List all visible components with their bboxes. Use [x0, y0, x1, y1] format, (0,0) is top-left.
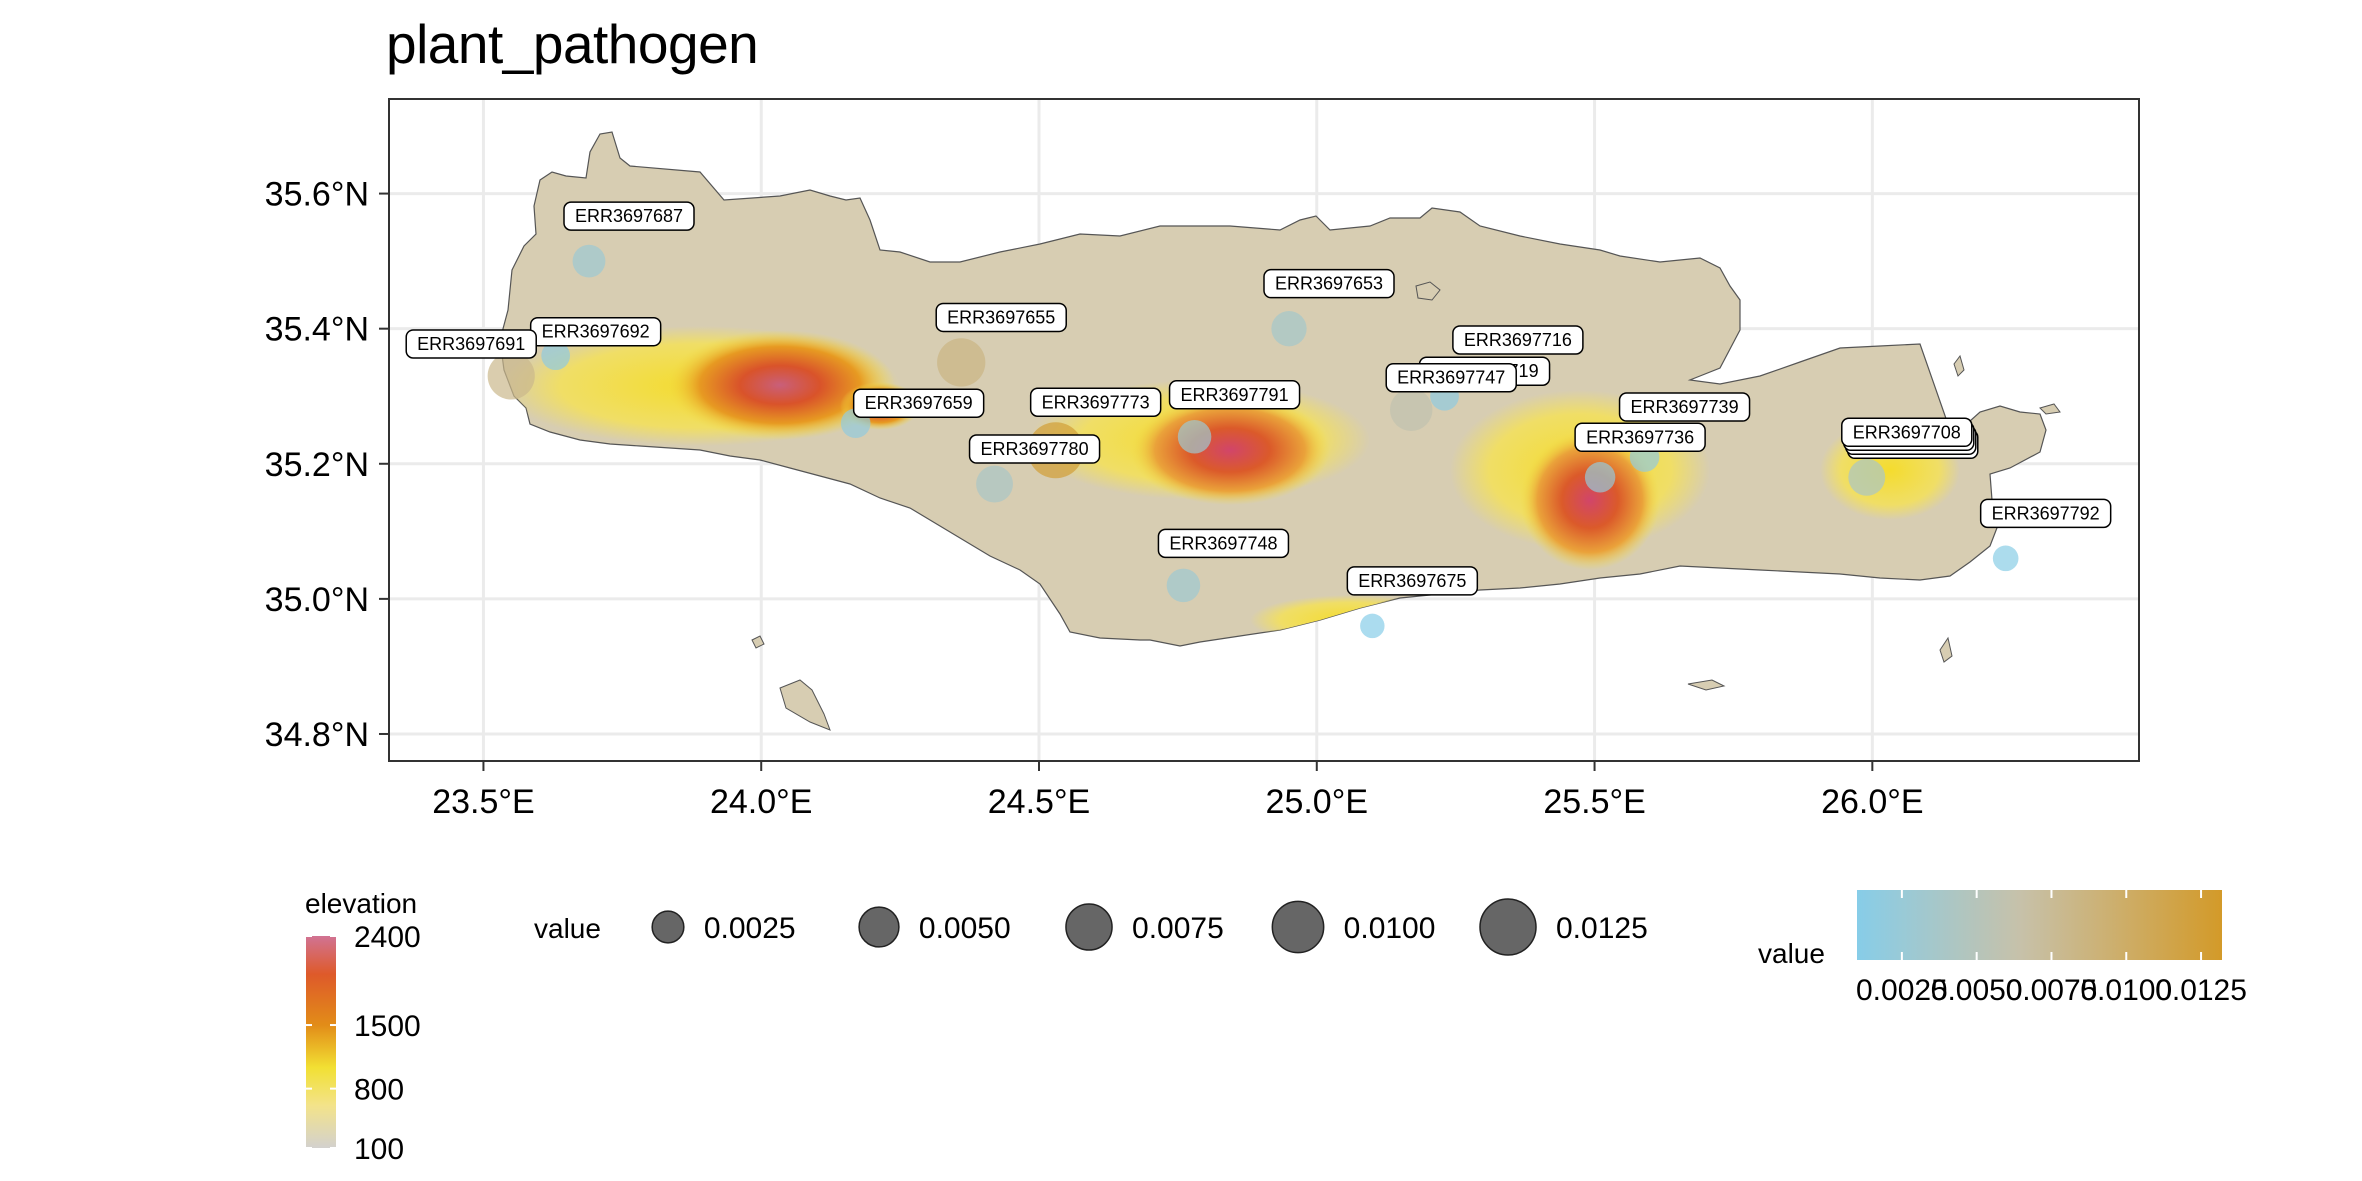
sample-label: ERR3697748: [1157, 528, 1290, 559]
y-axis: 35.6°N 35.4°N 35.2°N 35.0°N 34.8°N: [265, 176, 389, 754]
x-axis: 23.5°E 24.0°E 24.5°E 25.0°E 25.5°E 26.0°E: [432, 761, 1924, 821]
sample-point: [1166, 568, 1201, 603]
sample-point: [937, 338, 986, 387]
panel-border: [388, 98, 2140, 762]
sample-label: ERR3697653: [1263, 268, 1395, 299]
sample-point: [572, 244, 606, 278]
sample-point: [1584, 462, 1616, 493]
svg-text:0.0075: 0.0075: [1132, 912, 1224, 945]
sample-label: ERR3697739: [1618, 392, 1751, 422]
svg-text:ERR3697659: ERR3697659: [865, 393, 973, 413]
sample-label: ERR3697716: [1452, 325, 1584, 355]
svg-text:ERR3697708: ERR3697708: [1853, 422, 1961, 442]
svg-text:ERR3697691: ERR3697691: [417, 334, 525, 354]
elevation-legend-title: elevation: [305, 888, 417, 919]
size-legend-key: 0.0025: [651, 910, 796, 945]
sample-label: ERR3697708: [1841, 417, 1979, 460]
color-legend-title: value: [1758, 938, 1825, 969]
size-legend-key: 0.0125: [1479, 898, 1648, 956]
sample-point: [976, 465, 1014, 503]
sample-label: ERR3697659: [852, 388, 985, 418]
sample-point: [1360, 613, 1385, 639]
y-tick-label: 35.4°N: [265, 311, 369, 349]
x-tick-label: 26.0°E: [1821, 783, 1923, 821]
map-title: plant_pathogen: [386, 13, 759, 75]
elevation-legend-label: 2400: [354, 921, 421, 954]
color-bar: [1857, 890, 2222, 960]
sample-label: ERR3697780: [968, 434, 1101, 464]
sample-point: [1271, 311, 1307, 347]
sample-label: ERR3697736: [1574, 422, 1706, 453]
x-tick-label: 25.5°E: [1543, 783, 1645, 821]
svg-text:0.0100: 0.0100: [1344, 912, 1436, 945]
elevation-legend-label: 100: [354, 1133, 404, 1166]
sample-point: [541, 341, 571, 371]
sample-point: [1848, 458, 1886, 496]
sample-point: [487, 352, 535, 400]
svg-text:0.0125: 0.0125: [1556, 912, 1648, 945]
svg-text:ERR3697791: ERR3697791: [1181, 385, 1289, 405]
sample-label: ERR3697692: [529, 316, 662, 347]
y-tick-label: 35.2°N: [265, 446, 369, 484]
sample-label: ERR3697792: [1979, 498, 2112, 529]
svg-text:0.0050: 0.0050: [919, 912, 1011, 945]
svg-text:ERR3697773: ERR3697773: [1042, 392, 1150, 412]
color-legend-label: 0.0050: [1931, 974, 2023, 1007]
sample-label: ERR3697691: [405, 329, 537, 359]
sample-point: [1177, 419, 1212, 454]
sample-point: [1389, 388, 1433, 431]
svg-text:ERR3697736: ERR3697736: [1586, 427, 1694, 447]
elevation-colorbar: [306, 936, 336, 1148]
svg-text:0.0025: 0.0025: [704, 912, 796, 945]
x-tick-label: 24.0°E: [710, 783, 812, 821]
x-tick-label: 25.0°E: [1266, 783, 1368, 821]
elevation-legend-label: 800: [354, 1074, 404, 1107]
sample-label: ERR3697773: [1029, 387, 1162, 418]
size-legend-key: 0.0100: [1271, 900, 1436, 954]
size-legend-key: 0.0075: [1065, 903, 1224, 951]
svg-text:ERR3697747: ERR3697747: [1397, 368, 1505, 388]
x-tick-label: 24.5°E: [988, 783, 1090, 821]
sample-point: [1992, 545, 2019, 572]
size-legend: value 0.0025 0.0050 0.0075 0.0100 0.0125: [534, 898, 1648, 956]
sample-label: ERR3697655: [935, 302, 1067, 333]
svg-text:ERR3697687: ERR3697687: [575, 206, 683, 226]
y-tick-label: 34.8°N: [265, 716, 369, 754]
svg-text:ERR3697653: ERR3697653: [1275, 274, 1383, 294]
svg-text:ERR3697792: ERR3697792: [1992, 503, 2100, 523]
svg-text:ERR3697655: ERR3697655: [947, 307, 1055, 327]
svg-text:ERR3697748: ERR3697748: [1169, 533, 1277, 553]
color-legend-label: 0.0075: [2006, 974, 2098, 1007]
size-legend-key: 0.0050: [858, 906, 1011, 948]
sample-label: ERR3697675: [1346, 566, 1479, 596]
size-legend-title: value: [534, 913, 601, 944]
y-tick-label: 35.6°N: [265, 176, 369, 214]
svg-text:ERR3697692: ERR3697692: [542, 322, 650, 342]
sample-label: ERR3697791: [1168, 380, 1301, 410]
sample-label: ERR3697687: [563, 201, 695, 231]
color-legend-label: 0.0100: [2080, 974, 2172, 1007]
color-legend-label: 0.0025: [1856, 974, 1948, 1007]
svg-text:ERR3697675: ERR3697675: [1358, 571, 1466, 591]
y-tick-label: 35.0°N: [265, 581, 369, 619]
sample-labels: ERR3697687 ERR3697692 ERR3697691 ERR3697659…: [405, 201, 2112, 596]
elevation-legend-label: 1500: [354, 1010, 421, 1043]
sample-label: ERR3697747: [1385, 362, 1517, 393]
svg-text:ERR3697716: ERR3697716: [1464, 330, 1572, 350]
svg-text:ERR3697739: ERR3697739: [1631, 397, 1739, 417]
elevation-legend: elevation 2400 1500 800 100: [305, 888, 421, 1166]
svg-text:ERR3697780: ERR3697780: [981, 439, 1089, 459]
color-legend-label: 0.0125: [2155, 974, 2247, 1007]
x-tick-label: 23.5°E: [432, 783, 534, 821]
